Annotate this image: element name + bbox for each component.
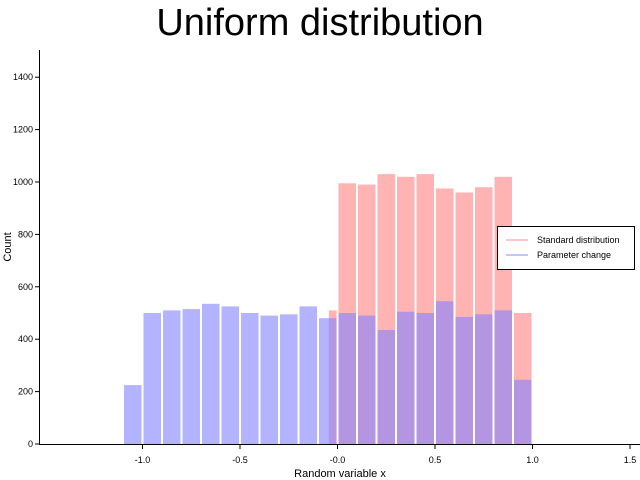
bar-parameter-prefix bbox=[124, 385, 142, 444]
y-tick-label: 200 bbox=[18, 387, 33, 397]
legend: Standard distribution Parameter change bbox=[497, 226, 635, 270]
bar-parameter-15 bbox=[436, 301, 454, 444]
y-tick-label: 800 bbox=[18, 229, 33, 239]
bar-parameter-12 bbox=[377, 330, 395, 444]
bar-parameter-6 bbox=[260, 315, 278, 444]
bar-parameter-9 bbox=[319, 318, 337, 444]
y-axis-label: Count bbox=[2, 232, 14, 261]
y-tick-label: 600 bbox=[18, 282, 33, 292]
bar-parameter-4 bbox=[221, 306, 239, 444]
bar-parameter-5 bbox=[241, 313, 259, 444]
axes-layer bbox=[39, 50, 640, 445]
bar-parameter-19 bbox=[514, 379, 532, 444]
x-tick-label: -0.0 bbox=[330, 455, 346, 465]
x-tick-label: -0.5 bbox=[232, 455, 248, 465]
bar-parameter-1 bbox=[163, 310, 181, 444]
bar-parameter-10 bbox=[338, 313, 356, 444]
y-tick-label: 0 bbox=[28, 439, 33, 449]
legend-label-parameter: Parameter change bbox=[537, 250, 611, 260]
bar-parameter-2 bbox=[182, 309, 200, 444]
chart-title: Uniform distribution bbox=[156, 2, 484, 44]
ticks-layer: 0 200 400 600 800 1000 1200 1400 -1.0 -0.5 -0.0 0.5… bbox=[13, 72, 636, 465]
legend-box bbox=[497, 226, 635, 270]
bar-parameter-7 bbox=[280, 314, 298, 444]
bar-parameter-14 bbox=[416, 313, 434, 444]
x-axis-label: Random variable x bbox=[294, 468, 386, 480]
bar-parameter-0 bbox=[143, 313, 161, 444]
bar-parameter-17 bbox=[475, 314, 493, 444]
bar-parameter-3 bbox=[202, 303, 220, 444]
y-tick-label: 1000 bbox=[13, 177, 33, 187]
bar-parameter-16 bbox=[455, 316, 473, 444]
x-tick-label: 1.5 bbox=[624, 455, 637, 465]
bar-parameter-13 bbox=[397, 311, 415, 444]
bar-parameter-11 bbox=[358, 315, 376, 444]
y-tick-label: 400 bbox=[18, 334, 33, 344]
x-tick-label: 1.0 bbox=[526, 455, 539, 465]
bar-parameter-8 bbox=[299, 306, 317, 444]
x-tick-label: -1.0 bbox=[135, 455, 151, 465]
legend-label-standard: Standard distribution bbox=[537, 235, 620, 245]
y-tick-label: 1400 bbox=[13, 72, 33, 82]
y-tick-label: 1200 bbox=[13, 125, 33, 135]
bar-parameter-18 bbox=[494, 310, 512, 444]
x-tick-label: 0.5 bbox=[429, 455, 442, 465]
bars-layer bbox=[124, 174, 532, 445]
